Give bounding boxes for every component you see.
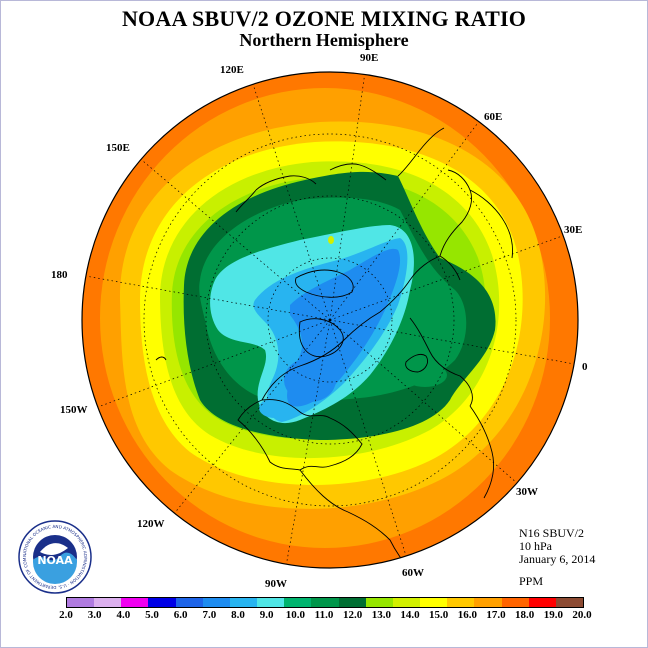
colorbar-swatch (555, 598, 583, 607)
colorbar-swatch (338, 598, 366, 607)
lon-label-120w: 120W (137, 518, 165, 530)
lon-label-120e: 120E (220, 64, 244, 76)
colorbar-tick-label: 16.0 (457, 609, 477, 621)
colorbar-swatch (175, 598, 203, 607)
colorbar-tick-label: 3.0 (87, 609, 102, 621)
colorbar-swatch (94, 598, 122, 607)
colorbar-tick-label: 19.0 (543, 609, 563, 621)
colorbar-swatch (392, 598, 421, 607)
lon-label-150e: 150E (106, 142, 130, 154)
date-label: January 6, 2014 (519, 552, 596, 566)
colorbar-tick-label: 12.0 (343, 609, 363, 621)
colorbar-swatch (202, 598, 230, 607)
colorbar-ticks: 2.0 3.0 4.0 5.0 6.0 7.0 8.0 9.0 10.0 11.0 12.0 13.0… (54, 609, 594, 623)
lon-label-180: 180 (51, 269, 68, 281)
colorbar-tick-label: 8.0 (231, 609, 245, 621)
colorbar-tick-label: 17.0 (486, 609, 506, 621)
colorbar-tick-label: 2.0 (59, 609, 73, 621)
lon-label-60w: 60W (402, 567, 424, 579)
colorbar-swatch (447, 598, 475, 607)
colorbar-tick-label: 9.0 (259, 609, 274, 621)
colorbar-tick-label: 5.0 (145, 609, 159, 621)
map-title: NOAA SBUV/2 OZONE MIXING RATIO (121, 6, 527, 31)
colorbar-swatch (229, 598, 258, 607)
colorbar-tick-label: 15.0 (429, 609, 449, 621)
colorbar-tick-label: 11.0 (314, 609, 334, 621)
colorbar-swatch (284, 598, 312, 607)
colorbar-tick-label: 13.0 (371, 609, 391, 621)
colorbar-swatch (474, 598, 502, 607)
longitude-labels: 90E 60E 30E 0 30W 60W 90W 120W 150W 180 … (51, 52, 588, 590)
map-subtitle: Northern Hemisphere (239, 30, 409, 50)
logo-text: NOAA (37, 554, 73, 567)
colorbar (66, 597, 584, 608)
colorbar-tick-label: 14.0 (400, 609, 420, 621)
noaa-logo: NATIONAL OCEANIC AND ATMOSPHERIC ADMINIS… (18, 520, 92, 594)
units-label: PPM (519, 574, 544, 588)
colorbar-swatch (528, 598, 556, 607)
colorbar-swatch (420, 598, 448, 607)
colorbar-swatch (67, 598, 95, 607)
colorbar-tick-label: 20.0 (572, 609, 592, 621)
lon-label-30e: 30E (564, 224, 582, 236)
colorbar-tick-label: 10.0 (285, 609, 305, 621)
map-boundary (81, 71, 579, 569)
colorbar-swatch (365, 598, 393, 607)
lon-label-90w: 90W (265, 578, 287, 590)
lon-label-0: 0 (582, 361, 588, 373)
colorbar-tick-label: 7.0 (202, 609, 217, 621)
colorbar-swatch (257, 598, 285, 607)
colorbar-tick-label: 6.0 (173, 609, 188, 621)
lon-label-150w: 150W (60, 404, 88, 416)
colorbar-swatch (148, 598, 176, 607)
pressure-level: 10 hPa (519, 539, 552, 553)
coastlines (155, 127, 513, 568)
lon-label-60e: 60E (484, 111, 502, 123)
ozone-field (82, 72, 578, 568)
colorbar-tick-label: 18.0 (515, 609, 535, 621)
colorbar-swatch (121, 598, 149, 607)
colorbar-swatch (311, 598, 339, 607)
colorbar-tick-label: 4.0 (116, 609, 131, 621)
graticule (82, 72, 578, 568)
lon-label-90e: 90E (360, 52, 378, 64)
satellite-label: N16 SBUV/2 (519, 526, 585, 540)
colorbar-swatch (501, 598, 529, 607)
lon-label-30w: 30W (516, 486, 538, 498)
